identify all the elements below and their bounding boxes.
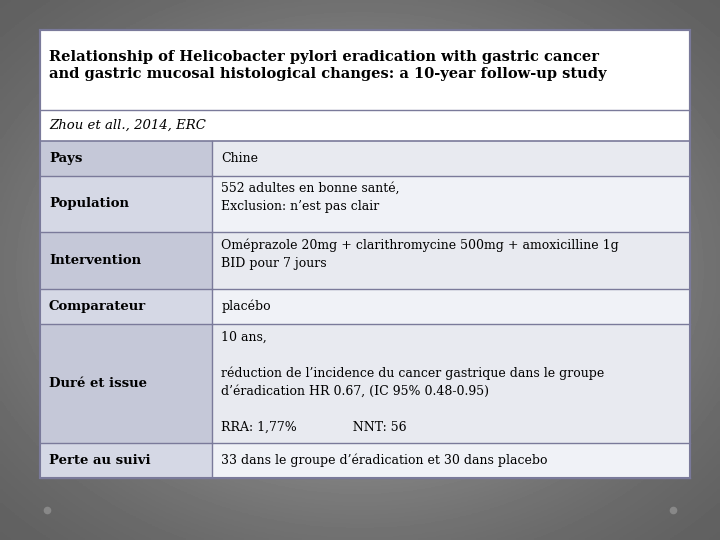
Bar — [40, 324, 212, 443]
Text: 552 adultes en bonne santé,
Exclusion: n’est pas clair: 552 adultes en bonne santé, Exclusion: n… — [221, 182, 400, 213]
Text: 33 dans le groupe d’éradication et 30 dans placebo: 33 dans le groupe d’éradication et 30 da… — [221, 454, 548, 467]
Bar — [212, 324, 690, 443]
Bar — [40, 232, 212, 289]
Text: Intervention: Intervention — [49, 254, 141, 267]
Text: Relationship of Helicobacter pylori eradication with gastric cancer
and gastric : Relationship of Helicobacter pylori erad… — [49, 50, 606, 81]
Text: Population: Population — [49, 198, 129, 211]
Bar — [40, 176, 212, 232]
Bar — [212, 289, 690, 324]
Bar — [40, 141, 212, 176]
Text: Duré et issue: Duré et issue — [49, 377, 147, 390]
Text: Zhou et all., 2014, ERC: Zhou et all., 2014, ERC — [49, 119, 206, 132]
Bar — [212, 232, 690, 289]
Text: 10 ans,

réduction de l’incidence du cancer gastrique dans le groupe
d’éradicati: 10 ans, réduction de l’incidence du canc… — [221, 330, 605, 434]
Bar — [40, 30, 690, 478]
Bar — [212, 443, 690, 478]
Text: Pays: Pays — [49, 152, 82, 165]
Text: Oméprazole 20mg + clarithromycine 500mg + amoxicilline 1g
BID pour 7 jours: Oméprazole 20mg + clarithromycine 500mg … — [221, 239, 619, 271]
Text: Comparateur: Comparateur — [49, 300, 146, 313]
Bar — [212, 141, 690, 176]
Bar — [212, 176, 690, 232]
Text: Perte au suivi: Perte au suivi — [49, 454, 150, 467]
Bar — [40, 289, 212, 324]
Bar — [40, 443, 212, 478]
Text: Chine: Chine — [221, 152, 258, 165]
Text: placébo: placébo — [221, 300, 271, 313]
